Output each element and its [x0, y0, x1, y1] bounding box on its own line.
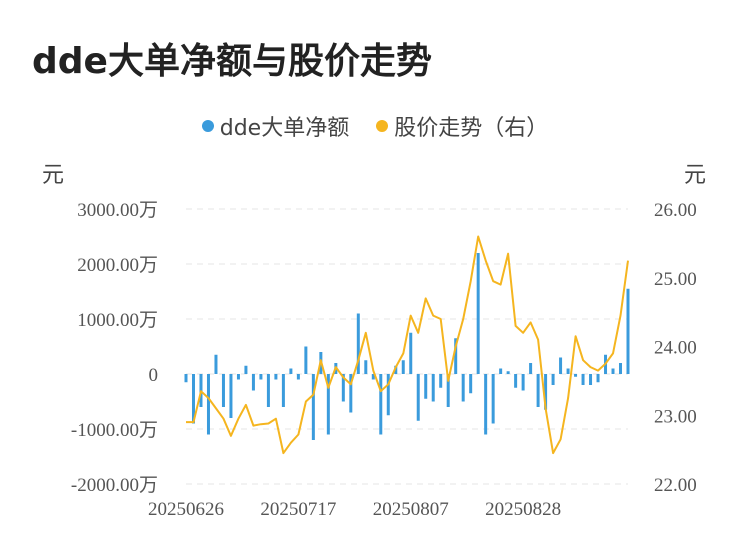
bar-57	[611, 368, 615, 374]
bar-31	[416, 374, 420, 421]
right-tick-label-2: 24.00	[654, 338, 697, 359]
price-line	[186, 235, 629, 455]
right-tick-label-3: 23.00	[654, 406, 697, 427]
bar-32	[424, 374, 428, 399]
right-tick-label-0: 26.00	[654, 200, 697, 221]
x-tick-label-1: 20250717	[260, 499, 336, 520]
bar-12	[274, 374, 278, 380]
bar-15	[296, 374, 300, 380]
bar-55	[596, 374, 600, 383]
left-tick-label-2: 1000.00万	[77, 310, 158, 331]
bar-8	[244, 365, 248, 374]
left-tick-label-5: -2000.00万	[71, 475, 158, 496]
bar-29	[401, 360, 405, 374]
bar-19	[326, 374, 330, 435]
bar-6	[229, 374, 233, 418]
bar-28	[394, 365, 398, 374]
legend-item-price[interactable]: 股价走势（右）	[376, 110, 548, 142]
bar-16	[304, 346, 308, 374]
bar-4	[214, 354, 218, 374]
bar-42	[499, 368, 503, 374]
bar-45	[521, 374, 525, 391]
bar-36	[454, 338, 458, 374]
bar-40	[484, 374, 488, 435]
bar-38	[469, 374, 473, 394]
left-axis-unit: 元	[42, 163, 65, 188]
chart-title: dde大单净额与股价走势	[32, 41, 432, 82]
bar-43	[506, 371, 510, 374]
bar-27	[386, 374, 390, 416]
bar-48	[544, 374, 548, 410]
bar-50	[559, 357, 563, 374]
bar-51	[566, 368, 570, 374]
left-tick-label-4: -1000.00万	[71, 420, 158, 441]
bar-23	[356, 313, 360, 374]
bar-22	[349, 374, 353, 413]
bar-10	[259, 374, 263, 380]
legend-label-price: 股价走势（右）	[394, 116, 549, 141]
left-tick-label-0: 3000.00万	[77, 200, 158, 221]
bar-21	[341, 374, 345, 402]
bar-59	[626, 288, 630, 374]
legend: dde大单净额 股价走势（右）	[0, 110, 750, 142]
x-tick-label-2: 20250807	[373, 499, 449, 520]
bar-34	[439, 374, 443, 388]
bar-37	[461, 374, 465, 402]
bar-17	[311, 374, 315, 440]
legend-label-dde: dde大单净额	[219, 116, 350, 141]
bar-35	[446, 374, 450, 407]
bar-13	[281, 374, 285, 407]
bar-25	[371, 374, 375, 380]
bar-0	[184, 374, 188, 383]
bar-14	[289, 368, 293, 374]
bar-46	[529, 363, 533, 374]
bar-54	[589, 374, 593, 385]
bar-39	[476, 253, 480, 374]
bar-58	[619, 363, 623, 374]
bar-52	[574, 374, 578, 377]
bar-11	[266, 374, 270, 407]
x-tick-label-3: 20250828	[485, 499, 561, 520]
legend-dot-dde	[201, 120, 214, 132]
right-tick-label-1: 25.00	[654, 269, 697, 290]
bar-1	[191, 374, 195, 424]
bar-5	[221, 374, 225, 407]
left-tick-label-3: 0	[149, 365, 159, 386]
bar-24	[364, 360, 368, 374]
bar-53	[581, 374, 585, 385]
bar-49	[551, 374, 555, 385]
right-axis-unit: 元	[684, 163, 707, 188]
bar-41	[491, 374, 495, 424]
right-tick-label-4: 22.00	[654, 475, 697, 496]
bar-7	[236, 374, 240, 380]
bar-26	[379, 374, 383, 435]
legend-dot-price	[376, 120, 389, 132]
legend-item-dde[interactable]: dde大单净额	[201, 110, 350, 142]
left-tick-label-1: 2000.00万	[77, 255, 158, 276]
bar-9	[251, 374, 255, 391]
bar-30	[409, 332, 413, 374]
bar-44	[514, 374, 518, 388]
bar-47	[536, 374, 540, 407]
bar-3	[206, 374, 210, 435]
bar-33	[431, 374, 435, 402]
x-tick-label-0: 20250626	[148, 499, 224, 520]
